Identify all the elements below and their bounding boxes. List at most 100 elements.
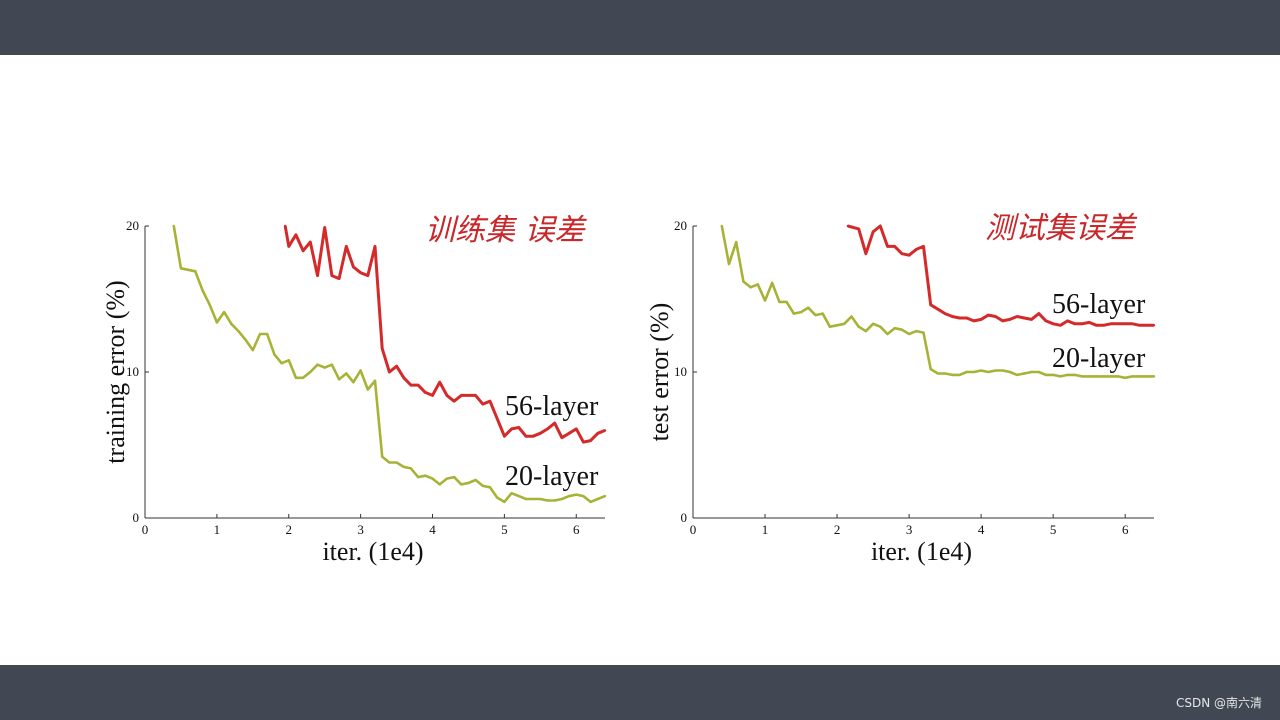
chart2-data-point [994, 315, 997, 318]
chart2-data-point [763, 299, 767, 302]
chart1-data-point [488, 400, 492, 403]
chart2-data-point [1095, 375, 1098, 378]
chart1-data-point [539, 432, 542, 435]
chart1-data-point [567, 432, 571, 435]
chart1-data-point [380, 455, 384, 458]
chart1-x-tick-label: 5 [501, 522, 508, 537]
chart2-data-point [1102, 324, 1105, 327]
chart2-y-tick-label: 20 [674, 218, 687, 233]
chart2-x-tick-label: 4 [978, 522, 985, 537]
chart1-data-point [359, 271, 362, 274]
chart1-data-point [467, 481, 470, 485]
chart2-data-point [929, 367, 932, 371]
chart1-data-point [409, 467, 413, 470]
chart2-data-point [943, 372, 947, 375]
chart1-data-point [287, 359, 290, 362]
chart1-data-point [352, 381, 355, 384]
chart1-data-point [230, 322, 233, 326]
chart2-data-point [846, 224, 850, 228]
chart1-data-point [431, 394, 434, 397]
chart2-data-point [915, 248, 918, 251]
chart2-data-point [886, 332, 889, 336]
chart2-data-point [1123, 322, 1127, 326]
chart1-data-point [388, 370, 391, 374]
chart1-data-point [172, 224, 175, 228]
chart2-x-tick-label: 2 [834, 522, 841, 537]
chart2-data-point [1131, 322, 1134, 326]
chart1-data-point [301, 376, 305, 380]
chart1-data-point [373, 245, 377, 248]
chart1-data-point [524, 497, 528, 501]
chart2-y-tick-label: 10 [674, 364, 687, 379]
chart2-data-point [879, 325, 882, 328]
chart2-data-point [857, 325, 860, 328]
chart2-data-point [1030, 370, 1033, 374]
chart1-y-tick-label: 20 [126, 218, 139, 233]
chart2-data-point [1102, 375, 1105, 378]
chart1-data-point [237, 329, 240, 333]
chart2-data-point [771, 281, 774, 285]
chart1-data-point [352, 265, 355, 269]
chart1-data-point [438, 483, 441, 486]
chart2-data-point [1037, 370, 1040, 374]
chart2-data-point [1116, 322, 1120, 326]
chart2-data-point [871, 230, 875, 234]
chart2-data-point [1044, 319, 1048, 323]
chart1-x-tick-label: 4 [429, 522, 436, 537]
chart2-data-point [1001, 319, 1004, 323]
chart1-data-point [179, 267, 183, 270]
chart2-data-point [1145, 324, 1148, 327]
chart1-data-point [589, 439, 592, 442]
chart2-data-point [720, 224, 724, 228]
chart2-data-point [900, 252, 904, 255]
top-band [0, 0, 1280, 55]
chart2-data-point [915, 329, 918, 333]
chart1-data-point [366, 274, 370, 277]
chart1-data-point [337, 277, 341, 280]
chart2-data-point [958, 373, 961, 377]
chart1-data-point [201, 289, 204, 292]
chart2-data-point [1123, 376, 1127, 380]
chart1-data-point [524, 435, 528, 438]
chart2-data-point [742, 280, 745, 283]
chart1-data-point [495, 496, 499, 499]
chart1-data-point [186, 268, 190, 271]
chart2-y-axis-label: test error (%) [645, 303, 674, 442]
chart1-data-point [265, 332, 269, 336]
chart1-y-axis-label: training error (%) [101, 280, 130, 463]
bottom-band [0, 665, 1280, 720]
chart2-data-point [979, 318, 983, 321]
chart1-series-label: 20-layer [505, 461, 599, 492]
chart1-data-point [603, 494, 607, 498]
chart1-data-point [567, 494, 571, 498]
chart1-data-point [467, 394, 470, 397]
chart1-data-point [294, 376, 298, 380]
chart2-data-point [756, 283, 760, 286]
chart1-data-point [330, 274, 334, 277]
chart2-data-point [1044, 373, 1048, 377]
chart1-data-point [510, 427, 513, 431]
chart2-data-point [828, 325, 832, 328]
chart2-data-point [1015, 315, 1019, 318]
chart1-data-point [474, 394, 477, 397]
chart1-data-point [503, 500, 506, 504]
chart2-data-point [835, 324, 839, 327]
chart1-data-point [258, 332, 262, 336]
chart1-data-point [474, 478, 477, 482]
chart1-data-point [575, 427, 578, 431]
chart2-data-point [785, 300, 788, 304]
chart2-data-point [886, 245, 889, 248]
chart2-data-point [972, 319, 976, 323]
chart2-data-point [814, 313, 817, 317]
chart1-annotation: 训练集 误差 [425, 213, 588, 248]
chart2-data-point [951, 373, 954, 377]
chart2-data-point [1051, 322, 1055, 326]
chart1-data-point [345, 372, 348, 375]
chart2-data-point [1030, 318, 1033, 321]
chart2-data-point [871, 322, 875, 326]
chart2-data-point [1095, 324, 1098, 327]
chart1-data-point [553, 499, 556, 502]
chart1-data-point [531, 435, 535, 438]
chart1-data-point [560, 436, 564, 439]
chart2-data-point [907, 332, 911, 336]
